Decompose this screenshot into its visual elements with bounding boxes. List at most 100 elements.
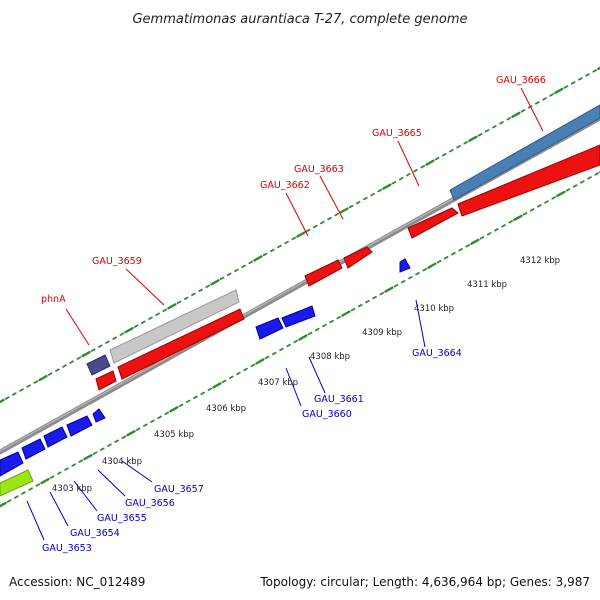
minor-tick [420, 165, 426, 169]
minor-tick [112, 336, 117, 340]
major-tick [427, 262, 437, 269]
minor-tick [286, 343, 291, 348]
minor-tick [406, 172, 411, 177]
gene-label[interactable]: GAU_3659 [92, 256, 142, 267]
gene-label[interactable]: GAU_3657 [154, 484, 204, 495]
minor-tick [57, 471, 62, 475]
minor-tick [506, 117, 511, 121]
gene-arrow[interactable] [281, 305, 316, 328]
gene-bar[interactable] [109, 289, 240, 364]
minor-tick [305, 228, 311, 233]
minor-tick [69, 360, 74, 364]
gene-arrow[interactable] [304, 259, 343, 287]
gene-label[interactable]: GAU_3662 [260, 180, 310, 191]
minor-tick [234, 268, 239, 273]
gene-arrow[interactable] [66, 415, 93, 437]
gene-label[interactable]: GAU_3665 [372, 128, 422, 139]
minor-tick [372, 295, 377, 300]
gene-bar[interactable] [449, 104, 600, 201]
minor-tick [219, 276, 225, 281]
gene-arrow[interactable] [399, 258, 411, 273]
major-tick [167, 303, 177, 310]
minor-tick [4, 396, 10, 400]
minor-tick [207, 387, 213, 392]
gene-label[interactable]: GAU_3660 [302, 409, 352, 420]
minor-tick [6, 499, 12, 503]
gene-arrow[interactable] [43, 426, 68, 448]
minor-tick [200, 391, 205, 396]
gene-label[interactable]: GAU_3655 [97, 513, 147, 524]
minor-tick [148, 316, 153, 320]
gene-label[interactable]: GAU_3663 [294, 164, 344, 175]
major-tick [40, 477, 50, 485]
minor-tick [520, 109, 526, 113]
minor-tick [76, 356, 82, 360]
minor-tick [284, 240, 289, 245]
gene-box[interactable] [86, 354, 111, 376]
tick-label: 4308 kbp [310, 352, 350, 362]
minor-tick [327, 216, 332, 221]
minor-tick [100, 447, 105, 451]
minor-tick [484, 129, 490, 133]
gene-bar[interactable] [0, 469, 34, 497]
tick-label: 4305 kbp [154, 430, 194, 440]
minor-tick [193, 395, 198, 399]
minor-tick [499, 121, 504, 125]
minor-tick [334, 212, 340, 217]
gene-label[interactable]: GAU_3656 [125, 498, 175, 509]
minor-tick [142, 423, 148, 427]
minor-tick [492, 125, 497, 129]
minor-tick [47, 372, 53, 376]
minor-tick [370, 192, 375, 197]
tick-label: 4307 kbp [258, 378, 298, 388]
minor-tick [157, 415, 162, 419]
gene-bar[interactable] [117, 308, 245, 380]
minor-tick [544, 200, 549, 204]
minor-tick [243, 367, 248, 372]
minor-tick [449, 149, 454, 153]
reverse-features [0, 258, 411, 497]
minor-tick [277, 244, 282, 249]
minor-tick [241, 264, 246, 269]
minor-tick [529, 208, 535, 212]
tick-labels: 4303 kbp 4304 kbp 4305 kbp 4306 kbp 4307… [52, 256, 560, 494]
reverse-gene-labels: GAU_3653 GAU_3654 GAU_3655 GAU_3656 GAU_… [42, 348, 462, 554]
gene-arrow[interactable] [95, 370, 117, 391]
gene-label[interactable]: GAU_3653 [42, 543, 92, 554]
minor-tick [355, 200, 361, 205]
minor-tick [578, 77, 583, 81]
gene-arrow[interactable] [343, 246, 373, 269]
minor-tick [221, 379, 227, 384]
minor-tick [105, 340, 110, 344]
gene-bar[interactable] [457, 144, 600, 217]
gene-arrow[interactable] [92, 408, 106, 423]
gene-arrow[interactable] [407, 207, 459, 239]
gene-arrow[interactable] [255, 317, 284, 340]
gene-label[interactable]: GAU_3654 [70, 528, 120, 539]
outer-tick-track [0, 66, 600, 404]
minor-tick [78, 459, 84, 463]
minor-tick [551, 196, 556, 200]
tick-label: 4312 kbp [520, 256, 560, 266]
gene-bar[interactable] [0, 451, 24, 477]
minor-tick [348, 204, 354, 209]
major-tick [298, 334, 308, 341]
accession-text: Accession: NC_012489 [9, 575, 145, 589]
gene-label[interactable]: GAU_3664 [412, 348, 462, 359]
tick-label: 4306 kbp [206, 404, 246, 414]
tick-label: 4303 kbp [52, 484, 92, 494]
minor-tick [501, 224, 506, 228]
gene-label[interactable]: phnA [41, 294, 66, 305]
forward-features [86, 104, 600, 391]
minor-tick [329, 319, 334, 324]
minor-tick [441, 153, 447, 157]
inner-tick-track [0, 170, 600, 508]
gene-label[interactable]: GAU_3666 [496, 75, 546, 86]
minor-tick [357, 303, 363, 308]
minor-tick [33, 380, 39, 384]
minor-tick [185, 399, 191, 403]
gene-label[interactable]: GAU_3661 [314, 394, 364, 405]
gene-arrow[interactable] [21, 438, 46, 460]
minor-tick [312, 224, 318, 229]
